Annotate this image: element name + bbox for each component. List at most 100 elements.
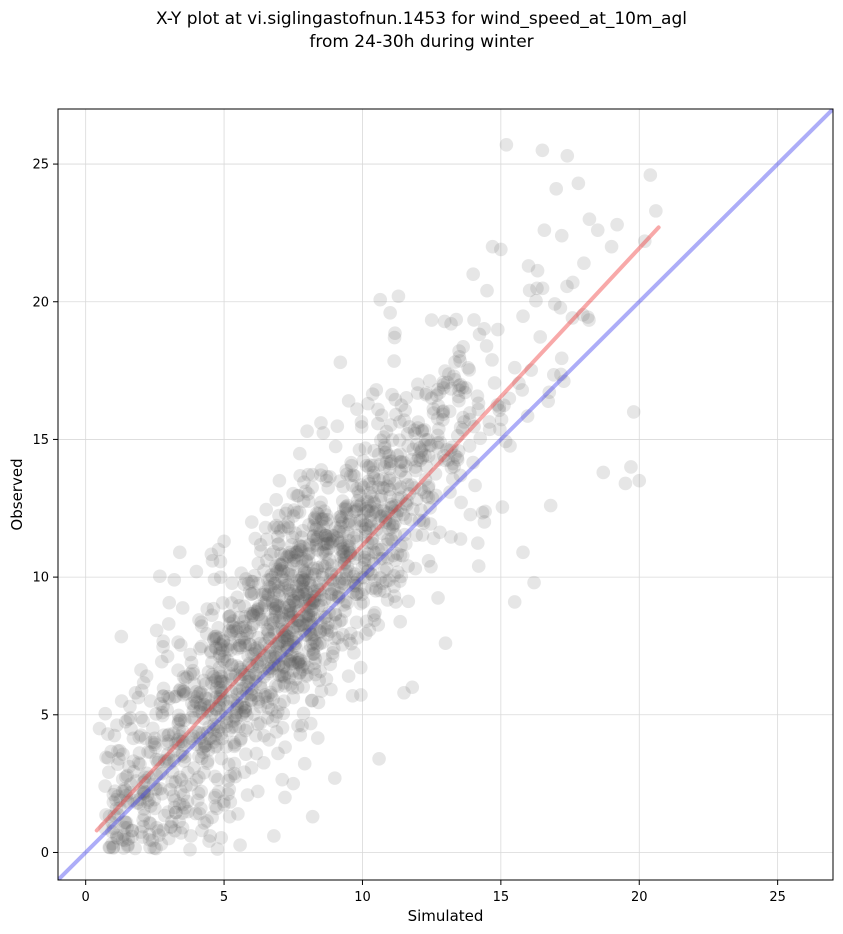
scatter-point — [332, 524, 347, 539]
scatter-point — [350, 547, 365, 561]
scatter-point — [275, 721, 290, 735]
scatter-point — [323, 536, 338, 551]
scatter-point — [222, 782, 237, 797]
scatter-point — [230, 590, 245, 605]
scatter-point — [404, 478, 419, 492]
scatter-point — [253, 643, 267, 658]
scatter-point — [470, 536, 485, 550]
scatter-point — [389, 595, 403, 609]
scatter-point — [452, 350, 467, 364]
scatter-point — [294, 654, 308, 668]
scatter-point — [366, 536, 381, 551]
scatter-point — [281, 515, 296, 530]
scatter-point — [302, 546, 317, 561]
scatter-point — [240, 627, 254, 641]
scatter-point — [220, 653, 235, 668]
scatter-point — [338, 594, 353, 609]
scatter-point — [244, 574, 259, 589]
scatter-point — [205, 554, 220, 568]
scatter-point — [188, 694, 203, 708]
scatter-point — [253, 677, 268, 691]
scatter-point — [330, 533, 345, 548]
scatter-point — [213, 554, 228, 569]
scatter-point — [354, 497, 369, 512]
scatter-point — [282, 550, 297, 564]
scatter-point — [494, 242, 508, 257]
scatter-point — [438, 453, 452, 468]
scatter-point — [210, 842, 225, 856]
scatter-point — [166, 726, 181, 741]
scatter-point — [232, 610, 247, 625]
scatter-point — [211, 724, 225, 738]
scatter-point — [347, 551, 362, 565]
scatter-point — [219, 715, 234, 730]
scatter-point — [250, 656, 265, 671]
scatter-point — [297, 475, 311, 489]
scatter-point — [261, 624, 276, 639]
scatter-point — [343, 513, 357, 528]
scatter-point — [317, 544, 331, 558]
scatter-point — [147, 841, 162, 855]
scatter-point — [176, 788, 191, 802]
scatter-point — [315, 558, 330, 573]
scatter-point — [131, 690, 146, 705]
scatter-point — [306, 610, 321, 625]
scatter-point — [359, 627, 373, 641]
scatter-point — [335, 576, 349, 591]
scatter-point — [554, 367, 568, 382]
scatter-point — [317, 559, 332, 574]
scatter-point — [173, 638, 188, 652]
scatter-point — [393, 455, 408, 469]
scatter-point — [282, 670, 297, 685]
scatter-point — [308, 512, 323, 527]
scatter-point — [637, 234, 652, 248]
scatter-point — [384, 497, 399, 512]
scatter-point — [173, 682, 188, 697]
scatter-point — [401, 594, 416, 609]
scatter-point — [123, 786, 138, 800]
scatter-point — [432, 385, 447, 400]
scatter-point — [134, 728, 148, 742]
scatter-point — [175, 806, 190, 820]
scatter-point — [340, 596, 355, 610]
scatter-point — [317, 592, 332, 607]
scatter-point — [289, 636, 303, 651]
scatter-point — [310, 612, 325, 626]
scatter-point — [340, 559, 355, 574]
scatter-point — [137, 802, 151, 816]
scatter-point — [301, 494, 316, 508]
scatter-point — [243, 625, 257, 639]
scatter-point — [328, 616, 343, 630]
scatter-point — [364, 536, 379, 550]
scatter-point — [307, 584, 321, 599]
scatter-point — [137, 787, 151, 801]
scatter-point — [317, 504, 332, 518]
scatter-point — [194, 751, 209, 766]
scatter-point — [99, 808, 113, 822]
scatter-point — [194, 784, 208, 799]
scatter-point — [121, 838, 135, 852]
scatter-point — [268, 605, 283, 619]
scatter-point — [204, 547, 219, 562]
scatter-point — [147, 737, 162, 752]
scatter-point — [428, 467, 443, 481]
scatter-point — [194, 619, 209, 633]
scatter-point — [305, 467, 320, 482]
scatter-point — [375, 480, 390, 495]
scatter-point — [103, 840, 117, 855]
scatter-point — [394, 490, 408, 505]
scatter-point — [317, 622, 332, 637]
scatter-point — [390, 547, 405, 561]
scatter-point — [343, 626, 358, 641]
scatter-point — [238, 609, 252, 624]
scatter-point — [147, 731, 162, 746]
scatter-point — [366, 505, 381, 520]
scatter-point — [344, 455, 358, 470]
scatter-point — [377, 438, 392, 452]
scatter-point — [350, 493, 365, 508]
scatter-point — [401, 439, 415, 453]
scatter-point — [208, 640, 223, 654]
scatter-point — [268, 609, 283, 624]
scatter-point — [292, 613, 307, 628]
scatter-point — [353, 660, 368, 675]
